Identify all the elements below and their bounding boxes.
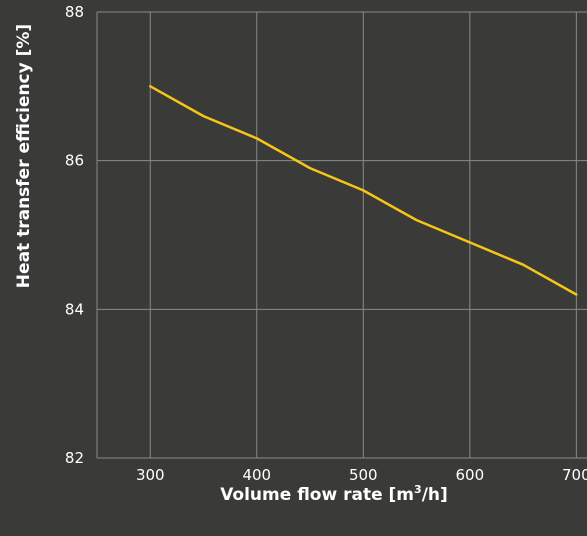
x-tick-labels: 300 400 500 600 700 <box>136 466 587 484</box>
y-tick-label-2: 86 <box>65 152 84 170</box>
x-tick-label-2: 500 <box>349 466 378 484</box>
y-tick-label-1: 84 <box>65 300 84 318</box>
y-axis-label: Heat transfer efficiency [%] <box>14 24 34 288</box>
x-tick-label-3: 600 <box>456 466 485 484</box>
series-lines <box>149 85 578 296</box>
y-tick-labels: 82 84 86 88 <box>65 3 84 467</box>
x-tick-label-4: 700 <box>562 466 587 484</box>
x-tick-label-0: 300 <box>136 466 165 484</box>
y-tick-label-0: 82 <box>65 449 84 467</box>
x-axis-label: Volume flow rate [m3/h] <box>220 483 448 505</box>
series-line-0 <box>149 85 578 296</box>
grid <box>96 11 587 459</box>
x-tick-label-1: 400 <box>242 466 271 484</box>
y-tick-label-3: 88 <box>65 3 84 21</box>
